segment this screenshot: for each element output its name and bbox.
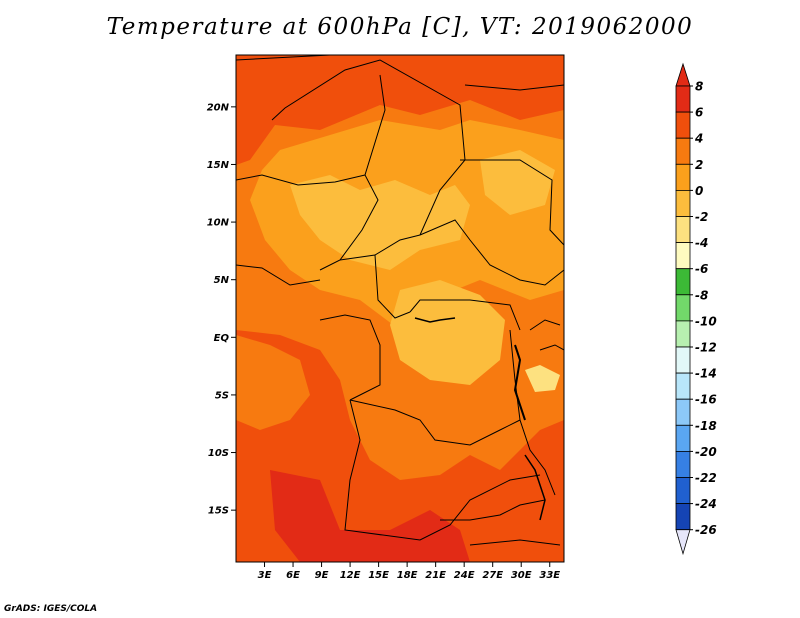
lake-malawi	[524, 454, 546, 521]
colorbar-swatch	[675, 450, 691, 478]
lon-tick-label: 27E	[482, 570, 503, 581]
temperature-field	[236, 55, 564, 562]
colorbar-swatch	[675, 294, 691, 322]
colorbar-label: -18	[695, 419, 717, 433]
lat-tick-label: 5S	[215, 390, 229, 401]
colorbar-swatch	[675, 216, 691, 244]
border-line	[236, 174, 366, 186]
border-line	[464, 84, 564, 91]
colorbar-swatch	[675, 346, 691, 374]
colorbar-label: 8	[695, 80, 703, 94]
colorbar-swatch	[675, 320, 691, 348]
lon-tick-label: 12E	[340, 570, 361, 581]
longitude-axis: 3E 6E 9E 12E 15E 18E 21E 24E 27E 30E 33E	[258, 562, 560, 581]
colorbar-bottom-triangle	[675, 529, 691, 556]
colorbar-swatch	[675, 242, 691, 270]
colorbar-top-triangle	[675, 62, 691, 87]
colorbar-label: -2	[695, 210, 708, 224]
border-line	[460, 159, 564, 246]
colorbar-swatch	[675, 163, 691, 191]
lon-tick-label: 33E	[539, 570, 560, 581]
colorbar-swatch	[675, 477, 691, 505]
colorbar-label: 0	[695, 184, 703, 198]
colorbar-swatch	[675, 372, 691, 400]
warm-north-region	[236, 55, 564, 165]
lat-tick-label: EQ	[214, 333, 230, 344]
colorbar-label: -6	[695, 262, 708, 276]
colorbar-swatch	[675, 268, 691, 296]
lon-tick-label: 3E	[258, 570, 272, 581]
colorbar: 8 6 4 2 0 -2 -4 -6 -8 -10 -12 -14 -16 -18 -20 -22 -24 -26	[675, 62, 717, 556]
border-line	[319, 314, 381, 401]
border-line	[344, 399, 541, 541]
river-line	[414, 317, 456, 323]
lon-tick-label: 18E	[397, 570, 418, 581]
border-line	[271, 59, 466, 236]
lat-tick-label: 15S	[208, 506, 229, 517]
colorbar-label: -22	[695, 471, 717, 485]
colorbar-label: -10	[695, 314, 717, 328]
colorbar-label: 2	[695, 158, 703, 172]
lat-tick-label: 10S	[208, 448, 229, 459]
colorbar-label: -26	[695, 523, 717, 537]
lake-tanganyika	[513, 344, 526, 421]
lat-tick-label: 5N	[214, 275, 230, 286]
colorbar-label: -4	[695, 236, 708, 250]
colorbar-swatch	[675, 424, 691, 452]
cool-region-a	[290, 175, 470, 270]
border-line	[509, 329, 556, 496]
colorbar-label: 4	[694, 132, 703, 146]
colorbar-swatch	[675, 398, 691, 426]
border-line	[440, 499, 546, 521]
cool-region-c	[480, 150, 555, 215]
coolest-patch	[525, 365, 560, 392]
lon-tick-label: 9E	[315, 570, 329, 581]
map-frame	[235, 54, 565, 563]
colorbar-label: -16	[695, 393, 717, 407]
map-title: Temperature at 600hPa [C], VT: 201906200…	[106, 14, 694, 40]
lat-tick-label: 20N	[207, 102, 230, 113]
colorbar-label: -14	[695, 367, 717, 381]
lat-tick-label: 15N	[207, 160, 230, 171]
colorbar-label: -12	[695, 341, 717, 355]
border-line	[339, 234, 421, 261]
border-line	[409, 299, 521, 331]
border-line	[539, 344, 564, 351]
lon-tick-label: 15E	[368, 570, 389, 581]
border-line	[469, 539, 561, 546]
lon-tick-label: 21E	[425, 570, 446, 581]
colorbar-swatch	[675, 111, 691, 139]
border-line	[529, 319, 561, 331]
latitude-axis: 20N 15N 10N 5N EQ 5S 10S 15S	[207, 102, 236, 517]
coastal-region	[236, 335, 310, 430]
cool-region-b	[390, 280, 505, 385]
colorbar-label: 6	[695, 106, 703, 120]
lon-tick-label: 6E	[286, 570, 300, 581]
country-borders	[236, 55, 564, 546]
border-line	[236, 264, 321, 286]
lon-tick-label: 30E	[511, 570, 532, 581]
warmest-south-region	[270, 470, 470, 562]
colorbar-label: -24	[695, 497, 717, 511]
border-line	[349, 399, 521, 446]
border-line	[374, 254, 411, 319]
colorbar-label: -8	[695, 288, 708, 302]
lat-tick-label: 10N	[207, 218, 230, 229]
colorbar-swatch	[675, 189, 691, 217]
colorbar-swatch	[675, 85, 691, 113]
colorbar-swatch	[675, 137, 691, 165]
border-line	[419, 219, 564, 286]
colorbar-swatch	[675, 503, 691, 531]
lon-tick-label: 24E	[454, 570, 475, 581]
colorbar-label: -20	[695, 445, 717, 459]
border-line	[236, 55, 331, 61]
grads-credit: GrADS: IGES/COLA	[4, 604, 98, 614]
